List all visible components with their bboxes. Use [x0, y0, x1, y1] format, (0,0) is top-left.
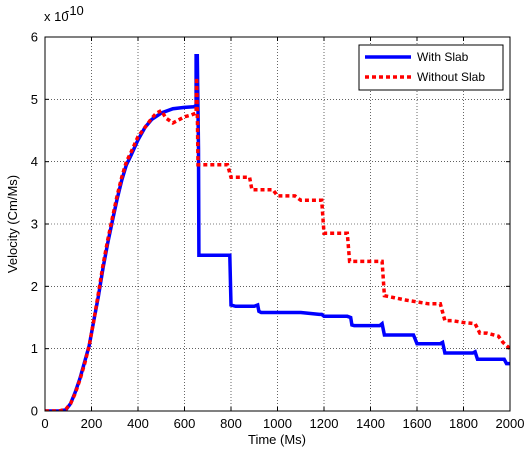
- legend-label-without-slab: Without Slab: [417, 70, 485, 84]
- x-tick-label: 200: [81, 416, 103, 431]
- y-axis-label: Velocity (Cm/Ms): [5, 175, 20, 273]
- y-tick-label: 5: [31, 92, 38, 107]
- x-tick-label: 2000: [496, 416, 525, 431]
- y-tick-label: 6: [31, 30, 38, 45]
- y-tick-label: 4: [31, 154, 38, 169]
- x-tick-label: 1600: [403, 416, 432, 431]
- x-tick-label: 0: [41, 416, 48, 431]
- y-exponent-base: x 10: [44, 9, 69, 24]
- x-axis-label: Time (Ms): [248, 432, 306, 447]
- x-tick-label: 1800: [449, 416, 478, 431]
- y-exponent-power: -10: [65, 3, 84, 18]
- x-tick-label: 600: [174, 416, 196, 431]
- y-tick-label: 0: [31, 404, 38, 419]
- y-tick-label: 2: [31, 279, 38, 294]
- legend: With Slab Without Slab: [358, 44, 504, 91]
- x-tick-label: 1000: [263, 416, 292, 431]
- x-tick-label: 1200: [310, 416, 339, 431]
- x-tick-label: 800: [220, 416, 242, 431]
- y-tick-label: 3: [31, 217, 38, 232]
- legend-box: [358, 44, 504, 91]
- axis-ticks: 0 200 400 600 800 1000 1200 1400 1600 1800 2000 0 1 2…: [31, 30, 525, 432]
- legend-label-with-slab: With Slab: [417, 50, 469, 64]
- grid: [45, 37, 510, 411]
- y-tick-label: 1: [31, 341, 38, 356]
- x-tick-label: 400: [127, 416, 149, 431]
- series-group: [45, 53, 510, 411]
- x-tick-label: 1400: [356, 416, 385, 431]
